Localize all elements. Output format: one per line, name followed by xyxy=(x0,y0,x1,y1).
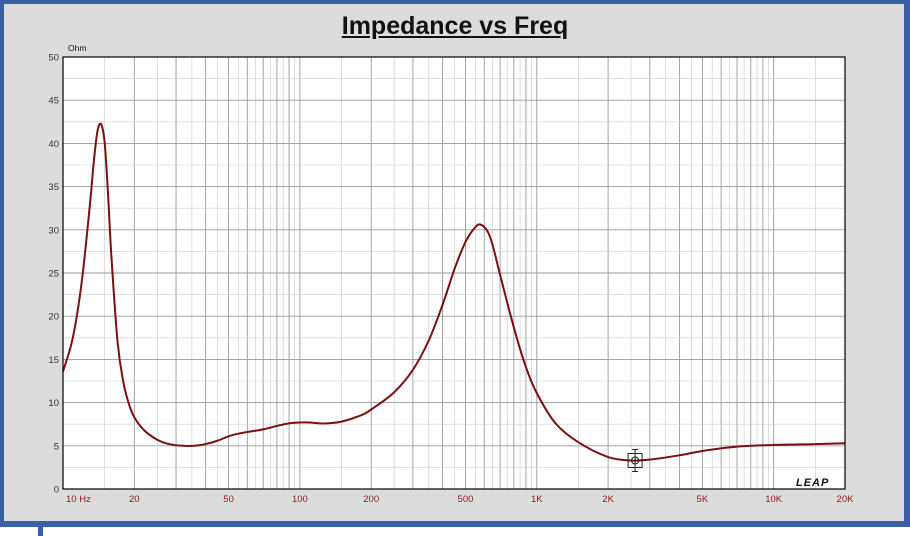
bottom-border-notch xyxy=(38,527,43,536)
y-tick-label: 0 xyxy=(54,485,59,496)
leap-logo: LEAP xyxy=(796,477,829,489)
x-tick-label: 200 xyxy=(363,494,379,505)
cursor-marker[interactable] xyxy=(627,448,643,472)
x-tick-label: 50 xyxy=(223,494,234,505)
y-tick-label: 30 xyxy=(48,225,59,236)
x-tick-label: 100 xyxy=(292,494,308,505)
x-tick-label: 500 xyxy=(458,494,474,505)
x-tick-label: 20K xyxy=(837,494,855,505)
y-tick-label: 5 xyxy=(54,441,59,452)
x-axis-ticks: 10 Hz 20 50 100 200 500 1K 2K 5K 10K 20K xyxy=(66,494,854,505)
x-tick-label: 10 Hz xyxy=(66,494,91,505)
x-tick-label: 10K xyxy=(765,494,783,505)
y-tick-label: 35 xyxy=(48,182,59,193)
x-tick-label: 2K xyxy=(602,494,614,505)
x-tick-label: 20 xyxy=(129,494,140,505)
window-border-bottom xyxy=(0,521,910,527)
x-tick-label: 5K xyxy=(697,494,709,505)
y-tick-label: 25 xyxy=(48,269,59,280)
y-axis-label: Ohm xyxy=(68,43,86,53)
plot-border xyxy=(62,56,846,490)
bottom-strip xyxy=(0,527,910,536)
y-tick-label: 50 xyxy=(48,53,59,64)
y-tick-label: 20 xyxy=(48,312,59,323)
y-tick-label: 10 xyxy=(48,398,59,409)
y-tick-label: 40 xyxy=(48,139,59,150)
chart-title: Impedance vs Freq xyxy=(341,12,569,40)
impedance-curve xyxy=(62,122,846,462)
y-axis-ticks: 0 5 10 15 20 25 30 35 40 45 50 xyxy=(48,53,59,496)
x-tick-label: 1K xyxy=(531,494,543,505)
y-tick-label: 45 xyxy=(48,96,59,107)
y-tick-label: 15 xyxy=(48,355,59,366)
